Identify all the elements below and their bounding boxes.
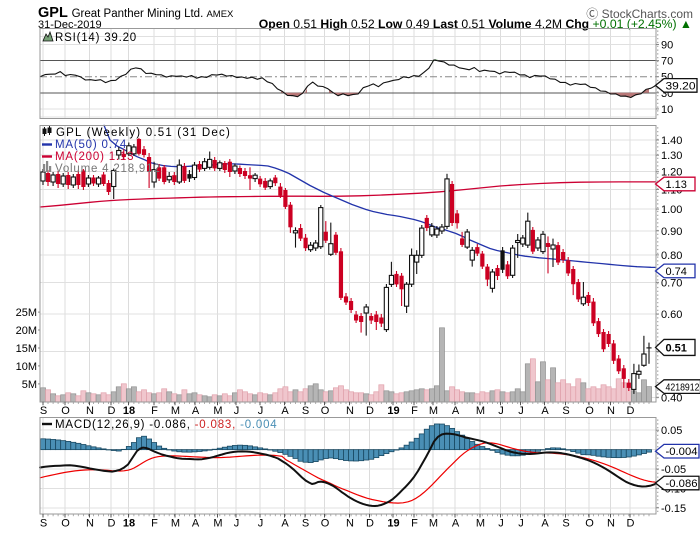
svg-text:J: J [234, 405, 240, 417]
svg-text:D: D [627, 518, 635, 530]
svg-text:A: A [452, 518, 460, 530]
svg-text:N: N [607, 518, 615, 530]
svg-text:A: A [541, 405, 549, 417]
svg-text:20M: 20M [16, 325, 37, 337]
svg-text:18: 18 [123, 405, 135, 417]
svg-text:N: N [607, 405, 615, 417]
svg-text:J: J [518, 405, 524, 417]
svg-text:J: J [258, 405, 264, 417]
svg-text:0.90: 0.90 [661, 226, 682, 238]
svg-text:10M: 10M [16, 361, 37, 373]
svg-text:M: M [213, 405, 222, 417]
svg-text:A: A [541, 518, 549, 530]
svg-text:Volume 4,218,912: Volume 4,218,912 [55, 163, 161, 175]
svg-text:MA(50) 0.74: MA(50) 0.74 [55, 139, 127, 151]
svg-text:S: S [562, 518, 569, 530]
svg-text:A: A [281, 405, 289, 417]
svg-text:19: 19 [387, 518, 399, 530]
svg-text:0.70: 0.70 [661, 277, 682, 289]
svg-text:O: O [321, 518, 330, 530]
svg-text:-0.15: -0.15 [661, 503, 686, 515]
svg-text:0.40: 0.40 [661, 392, 682, 404]
svg-text:N: N [346, 518, 354, 530]
svg-text:J: J [234, 518, 240, 530]
svg-text:S: S [562, 405, 569, 417]
svg-text:M: M [213, 518, 222, 530]
svg-text:F: F [411, 518, 418, 530]
svg-text:N: N [346, 405, 354, 417]
svg-text:-0.086: -0.086 [666, 478, 698, 490]
svg-text:J: J [258, 518, 264, 530]
svg-text:GPL (Weekly) 0.51 (31 Dec): GPL (Weekly) 0.51 (31 Dec) [56, 127, 231, 139]
svg-text:D: D [108, 518, 116, 530]
svg-text:M: M [429, 518, 438, 530]
svg-text:10: 10 [661, 104, 673, 116]
svg-text:D: D [366, 405, 374, 417]
svg-text:O: O [585, 518, 594, 530]
svg-text:O: O [61, 405, 70, 417]
svg-text:J: J [498, 518, 504, 530]
svg-text:-0.004: -0.004 [666, 446, 698, 458]
svg-text:25M: 25M [16, 307, 37, 319]
svg-text:19: 19 [387, 405, 399, 417]
svg-text:F: F [411, 405, 418, 417]
svg-text:J: J [498, 405, 504, 417]
svg-text:MA(200) 1.13: MA(200) 1.13 [55, 151, 134, 163]
svg-text:M: M [429, 405, 438, 417]
svg-text:J: J [518, 518, 524, 530]
svg-text:D: D [108, 405, 116, 417]
svg-text:MACD(12,26,9) -0.086, -0.083,: MACD(12,26,9) -0.086, -0.083, -0.004 [55, 419, 278, 431]
svg-text:70: 70 [661, 56, 673, 68]
svg-text:0.80: 0.80 [661, 250, 682, 262]
svg-text:1.00: 1.00 [661, 204, 682, 216]
svg-text:RSI(14) 39.20: RSI(14) 39.20 [55, 32, 137, 44]
svg-text:A: A [452, 405, 460, 417]
svg-text:90: 90 [661, 40, 673, 52]
svg-text:D: D [627, 405, 635, 417]
svg-text:O: O [61, 518, 70, 530]
svg-text:-0.05: -0.05 [661, 464, 686, 476]
svg-text:0.05: 0.05 [661, 425, 682, 437]
svg-text:A: A [192, 405, 200, 417]
svg-text:O: O [321, 405, 330, 417]
svg-text:S: S [40, 518, 47, 530]
svg-text:M: M [476, 518, 485, 530]
svg-text:N: N [86, 518, 94, 530]
svg-text:M: M [476, 405, 485, 417]
svg-text:F: F [151, 518, 158, 530]
svg-text:S: S [40, 405, 47, 417]
svg-text:15M: 15M [16, 343, 37, 355]
svg-text:D: D [366, 518, 374, 530]
svg-text:M: M [171, 405, 180, 417]
svg-text:1.40: 1.40 [661, 135, 682, 147]
svg-text:A: A [281, 518, 289, 530]
svg-text:S: S [302, 518, 309, 530]
svg-text:F: F [151, 405, 158, 417]
svg-text:18: 18 [123, 518, 135, 530]
svg-text:A: A [192, 518, 200, 530]
svg-text:0.60: 0.60 [661, 309, 682, 321]
svg-text:0.74: 0.74 [666, 266, 687, 278]
svg-text:1.30: 1.30 [661, 150, 682, 162]
svg-text:1.13: 1.13 [666, 179, 687, 191]
svg-text:39.20: 39.20 [666, 80, 696, 92]
svg-text:4218912: 4218912 [666, 383, 700, 394]
svg-text:5M: 5M [22, 379, 37, 391]
svg-text:0.51: 0.51 [666, 342, 687, 354]
svg-text:N: N [86, 405, 94, 417]
svg-text:S: S [302, 405, 309, 417]
svg-text:M: M [171, 518, 180, 530]
svg-text:O: O [585, 405, 594, 417]
